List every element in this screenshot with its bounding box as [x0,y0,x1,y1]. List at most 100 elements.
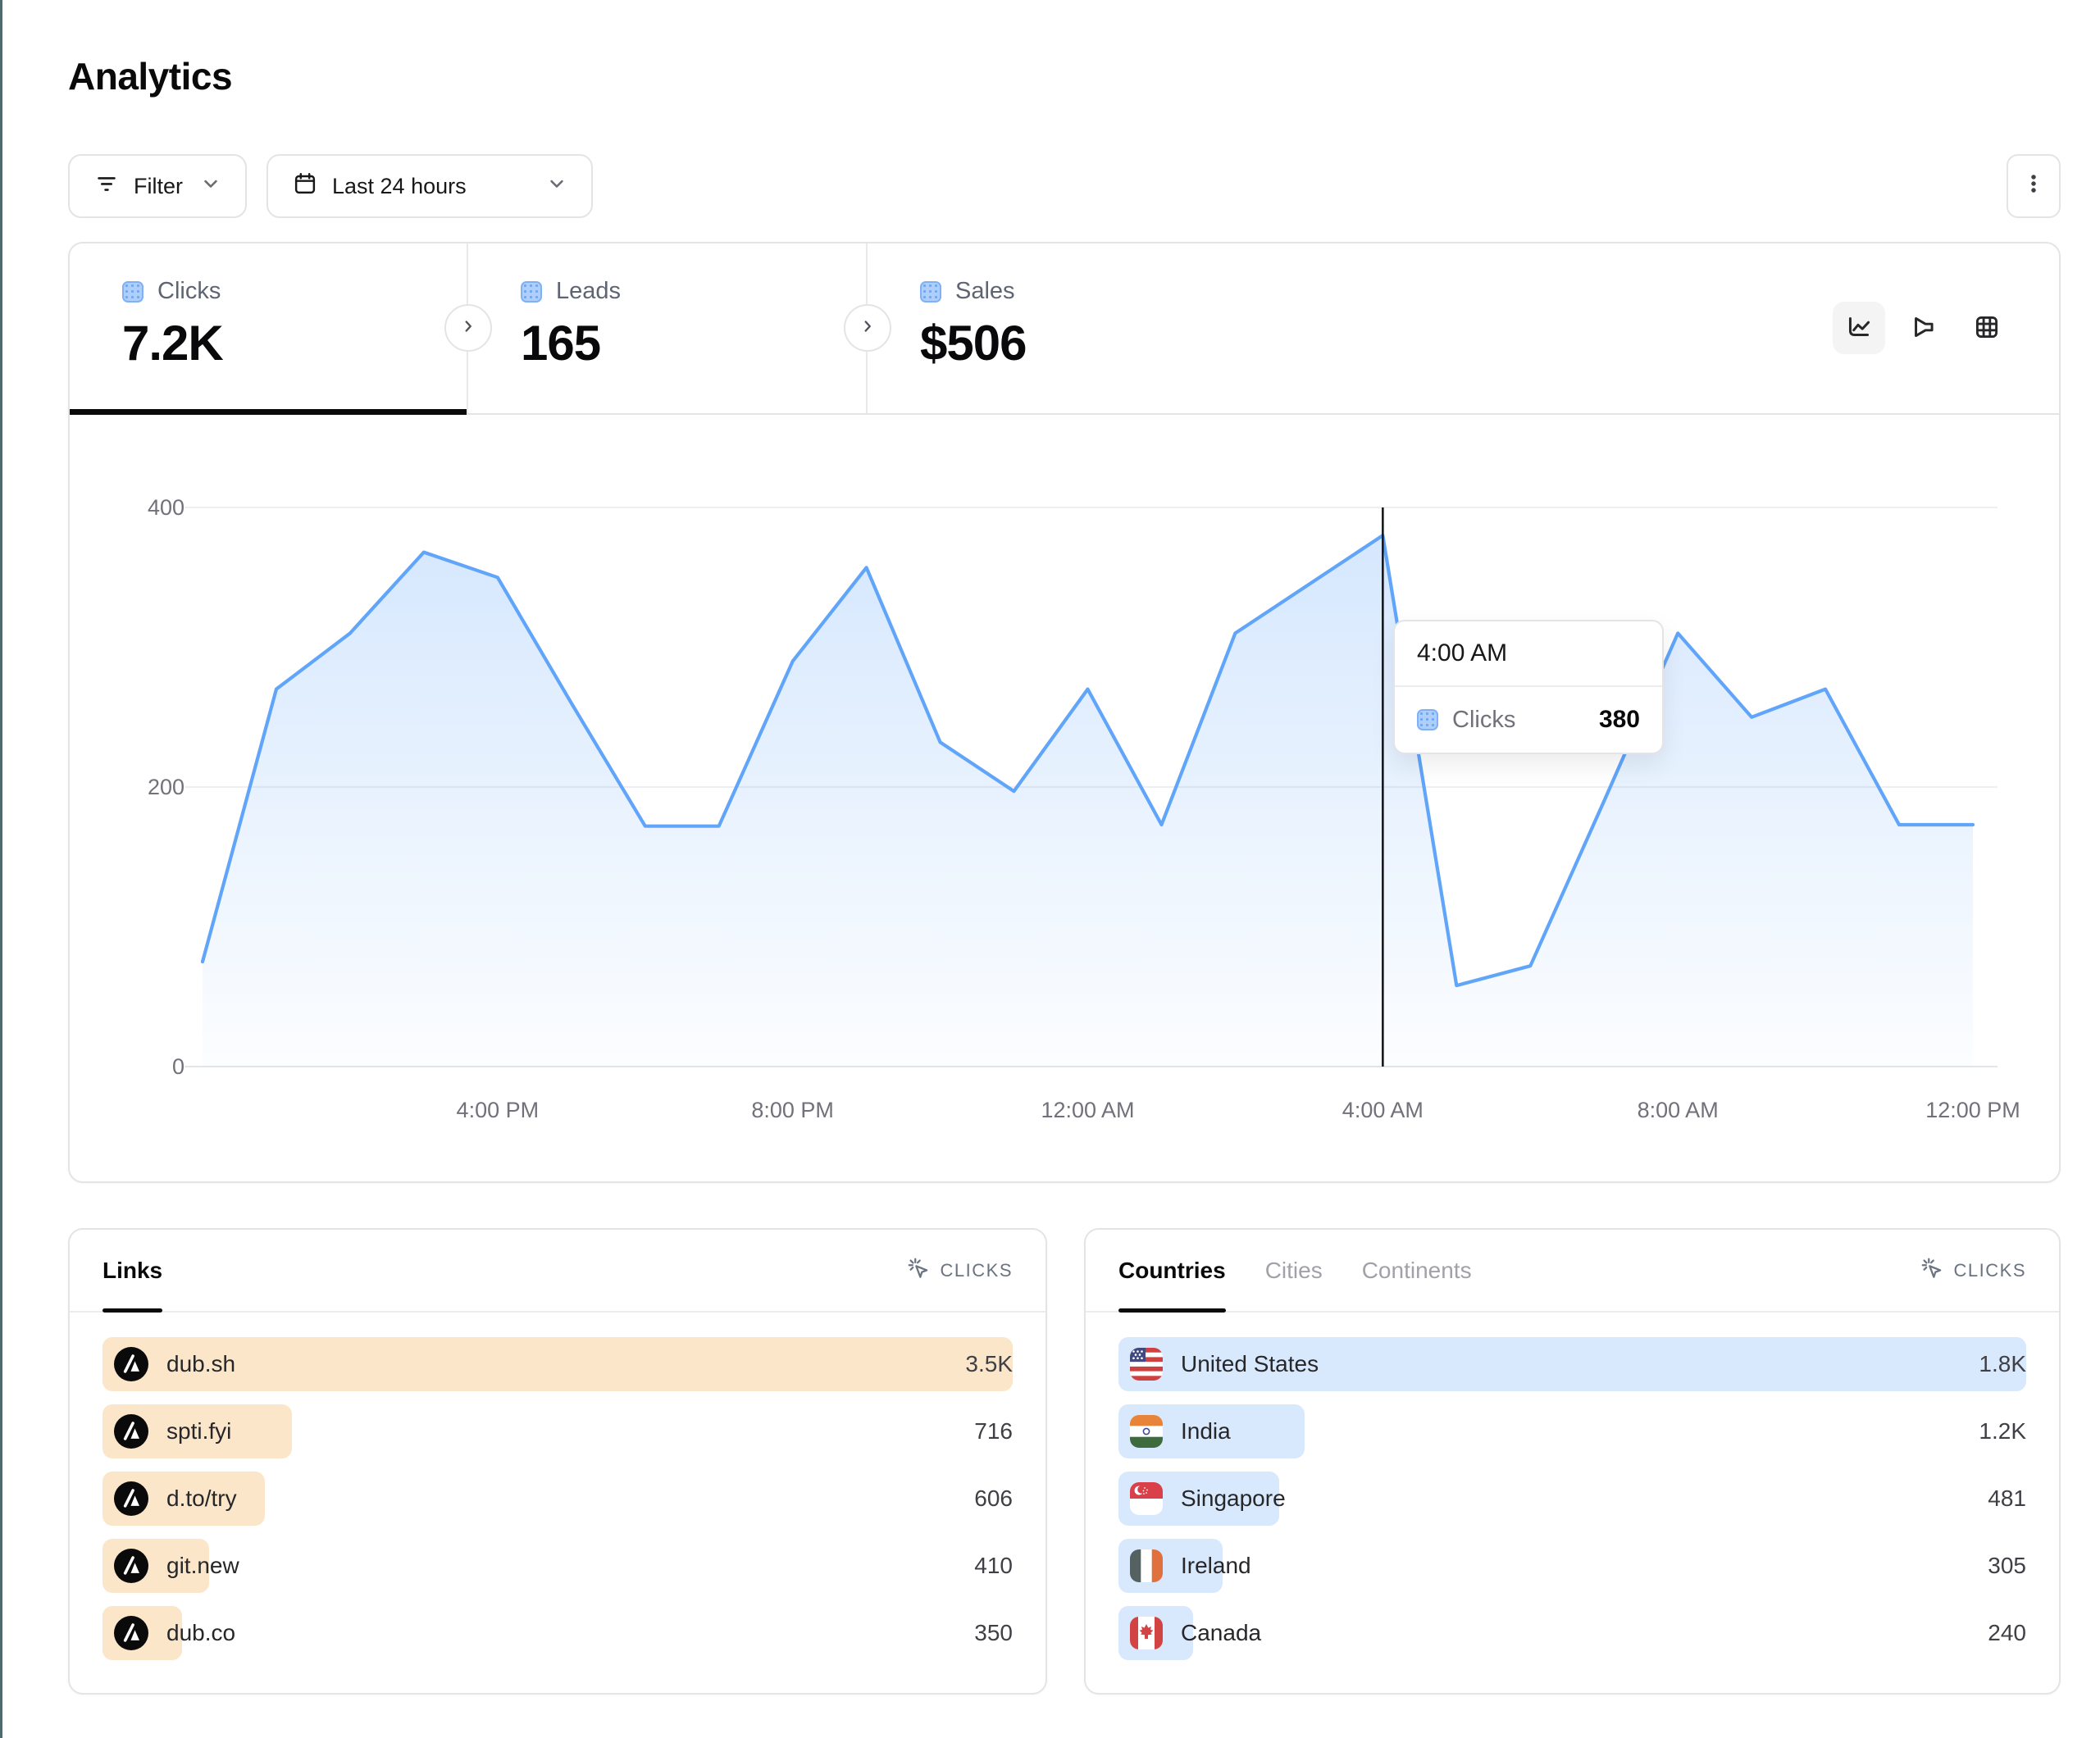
metric-tab-leads[interactable]: Leads 165 [468,243,868,413]
sg-flag-icon [1130,1482,1163,1515]
list-item-value: 716 [974,1418,1013,1444]
list-item-value: 350 [974,1620,1013,1645]
clicks-area-chart[interactable]: 0 200 400 4:00 PM 8:00 PM 12:00 AM 4:00 AM 8:00… [70,415,2059,1183]
svg-text:12:00 AM: 12:00 AM [1041,1098,1134,1122]
list-item[interactable]: Ireland 305 [1118,1539,2026,1593]
list-item[interactable]: Singapore 481 [1118,1472,2026,1526]
cursor-click-icon [906,1256,931,1285]
svg-text:400: 400 [148,495,184,520]
list-item[interactable]: spti.fyi 716 [102,1404,1013,1458]
svg-text:0: 0 [172,1054,184,1079]
list-item-label: spti.fyi [166,1418,232,1444]
in-flag-icon [1130,1415,1163,1448]
metric-tab-value: $506 [920,316,1027,371]
dub-logo-icon [114,1347,148,1381]
list-item[interactable]: Canada 240 [1118,1606,2026,1660]
countries-sort-label: CLICKS [1953,1259,2026,1281]
links-tab-links[interactable]: Links [102,1230,163,1313]
svg-text:4:00 PM: 4:00 PM [457,1098,540,1122]
list-item-value: 410 [974,1553,1013,1578]
line-chart-icon [1843,312,1875,345]
list-item-value: 1.2K [1979,1418,2026,1444]
chart-tooltip: 4:00 AM Clicks 380 [1393,620,1664,754]
more-options-button[interactable] [2007,154,2061,218]
list-item-value: 606 [974,1485,1013,1511]
metric-tabs-row: Clicks 7.2K Leads 165 Sales $506 [70,243,2059,415]
dub-logo-icon [114,1616,148,1650]
countries-tab-countries[interactable]: Countries [1118,1230,1226,1313]
metric-tab-value: 165 [521,316,601,371]
toolbar: Filter Last 24 hours [68,154,2061,218]
clicks-series-swatch [122,280,143,303]
list-item[interactable]: dub.sh 3.5K [102,1337,1013,1391]
funnel-chart-view-button[interactable] [1897,302,1949,354]
filter-lines-icon [93,170,121,203]
links-sort-label: CLICKS [940,1259,1013,1281]
countries-panel: Countries Cities Continents CLICKS United … [1084,1228,2061,1695]
list-item-label: Singapore [1181,1485,1286,1511]
links-panel-header: Links CLICKS [70,1230,1045,1313]
page-title: Analytics [68,55,233,98]
analytics-card: Clicks 7.2K Leads 165 Sales $506 0 200 400… [68,242,2061,1183]
links-panel: Links CLICKS dub.sh 3.5K spti.fyi 716 d.… [68,1228,1047,1695]
line-chart-view-button[interactable] [1833,302,1885,354]
svg-text:8:00 AM: 8:00 AM [1638,1098,1719,1122]
countries-tab-cities[interactable]: Cities [1264,1257,1323,1283]
metric-tab-clicks[interactable]: Clicks 7.2K [70,243,468,415]
metric-tab-label: Leads [556,278,622,304]
value-bar [1118,1337,2026,1391]
chevron-down-icon [199,172,222,201]
table-grid-view-button[interactable] [1961,302,2013,354]
list-item[interactable]: git.new 410 [102,1539,1013,1593]
calendar-icon [291,170,319,203]
list-item-value: 481 [1988,1485,2026,1511]
cursor-click-icon [1920,1256,1944,1285]
ie-flag-icon [1130,1549,1163,1582]
svg-text:4:00 AM: 4:00 AM [1342,1098,1424,1122]
dub-logo-icon [114,1414,148,1449]
expand-metric-sales-button[interactable] [844,304,891,352]
list-item-value: 305 [1988,1553,2026,1578]
tooltip-series-label: Clicks [1452,706,1516,733]
dub-logo-icon [114,1481,148,1516]
list-item-label: git.new [166,1553,239,1578]
svg-text:8:00 PM: 8:00 PM [751,1098,834,1122]
chevron-down-icon [545,172,568,201]
metric-tab-label: Sales [955,278,1015,304]
funnel-chart-icon [1907,312,1938,345]
list-item-label: Ireland [1181,1553,1251,1578]
list-item[interactable]: United States 1.8K [1118,1337,2026,1391]
sales-series-swatch [920,280,941,303]
clicks-series-swatch [1417,709,1438,730]
chevron-right-icon [459,317,477,339]
metric-tab-value: 7.2K [122,316,224,371]
date-range-button[interactable]: Last 24 hours [266,154,593,218]
expand-metric-leads-button[interactable] [444,304,492,352]
svg-text:12:00 PM: 12:00 PM [1925,1098,2020,1122]
links-sort-by-clicks[interactable]: CLICKS [906,1256,1013,1285]
list-item[interactable]: d.to/try 606 [102,1472,1013,1526]
metric-tab-sales[interactable]: Sales $506 [868,243,2059,413]
chart-view-switcher [1833,302,2013,354]
list-item-value: 3.5K [965,1351,1013,1376]
filter-button[interactable]: Filter [68,154,247,218]
list-item-label: dub.co [166,1620,236,1645]
dub-logo-icon [114,1549,148,1583]
date-range-label: Last 24 hours [332,173,467,198]
value-bar [102,1337,1013,1391]
tooltip-time-label: 4:00 AM [1395,621,1662,687]
list-item-label: India [1181,1418,1231,1444]
list-item-label: dub.sh [166,1351,236,1376]
page-left-accent-strip [0,0,2,1738]
countries-sort-by-clicks[interactable]: CLICKS [1920,1256,2026,1285]
us-flag-icon [1130,1348,1163,1381]
list-item[interactable]: India 1.2K [1118,1404,2026,1458]
leads-series-swatch [521,280,542,303]
table-grid-icon [1971,312,2002,345]
ca-flag-icon [1130,1617,1163,1649]
filter-button-label: Filter [134,173,183,198]
list-item-label: United States [1181,1351,1319,1376]
metric-tab-label: Clicks [157,278,221,304]
countries-tab-continents[interactable]: Continents [1361,1257,1472,1283]
list-item[interactable]: dub.co 350 [102,1606,1013,1660]
